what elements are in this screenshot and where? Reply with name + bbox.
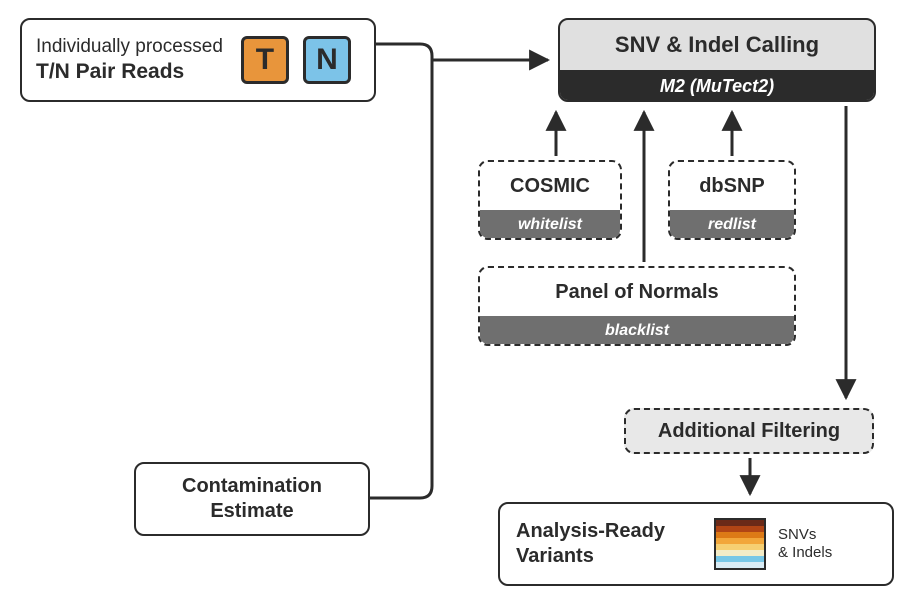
tumor-chip: T bbox=[241, 36, 289, 84]
arv-label: Analysis-Ready Variants bbox=[516, 519, 686, 569]
arv-right: SNVs & Indels bbox=[714, 518, 832, 570]
cosmic-box: COSMIC whitelist bbox=[478, 160, 622, 240]
tn-text: Individually processed T/N Pair Reads bbox=[36, 35, 223, 85]
snv-subtitle: M2 (MuTect2) bbox=[560, 70, 874, 102]
snv-indel-calling-box: SNV & Indel Calling M2 (MuTect2) bbox=[558, 18, 876, 102]
arv-caption1: SNVs bbox=[778, 526, 832, 544]
normal-chip: N bbox=[303, 36, 351, 84]
contam-line2: Estimate bbox=[182, 499, 322, 524]
pon-title: Panel of Normals bbox=[480, 268, 794, 316]
tn-line1: Individually processed bbox=[36, 35, 223, 59]
snv-title: SNV & Indel Calling bbox=[560, 20, 874, 70]
variants-swatch-icon bbox=[714, 518, 766, 570]
panel-of-normals-box: Panel of Normals blacklist bbox=[478, 266, 796, 346]
contamination-estimate-box: Contamination Estimate bbox=[134, 462, 370, 536]
tn-line2: T/N Pair Reads bbox=[36, 59, 223, 85]
arv-caption: SNVs & Indels bbox=[778, 526, 832, 562]
arv-line2: Variants bbox=[516, 544, 686, 569]
cosmic-title: COSMIC bbox=[480, 162, 620, 210]
arv-caption2: & Indels bbox=[778, 544, 832, 562]
additional-filtering-box: Additional Filtering bbox=[624, 408, 874, 454]
dbsnp-subtitle: redlist bbox=[670, 210, 794, 240]
tn-pair-reads-box: Individually processed T/N Pair Reads T … bbox=[20, 18, 376, 102]
dbsnp-title: dbSNP bbox=[670, 162, 794, 210]
cosmic-subtitle: whitelist bbox=[480, 210, 620, 240]
diagram-stage: Individually processed T/N Pair Reads T … bbox=[0, 0, 915, 605]
dbsnp-box: dbSNP redlist bbox=[668, 160, 796, 240]
arv-line1: Analysis-Ready bbox=[516, 519, 686, 544]
contam-line1: Contamination bbox=[182, 474, 322, 499]
additional-filtering-label: Additional Filtering bbox=[658, 420, 840, 442]
pon-subtitle: blacklist bbox=[480, 316, 794, 346]
analysis-ready-variants-box: Analysis-Ready Variants SNVs & Indels bbox=[498, 502, 894, 586]
